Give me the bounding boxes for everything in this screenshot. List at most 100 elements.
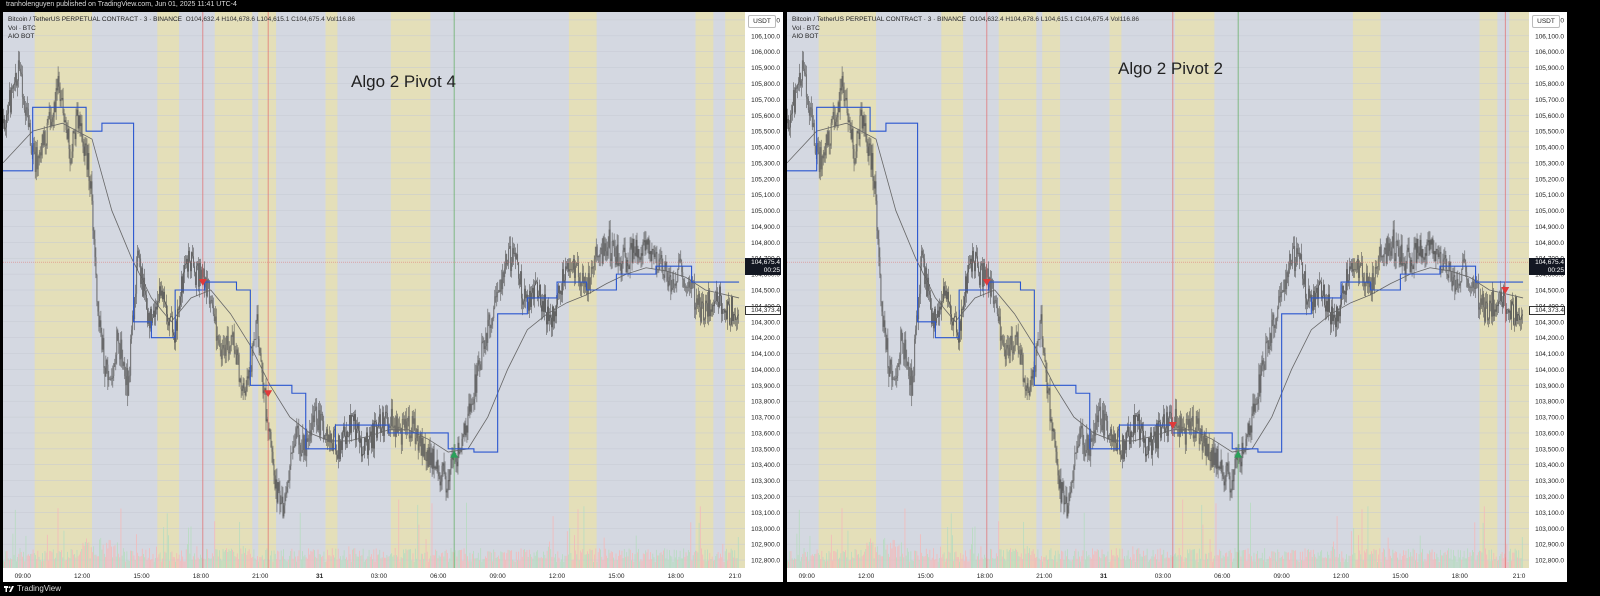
volume-bar: [916, 551, 918, 568]
volume-bar: [356, 556, 358, 568]
candle-body: [887, 338, 889, 368]
symbol-title[interactable]: Bitcoin / TetherUS PERPETUAL CONTRACT · …: [8, 16, 182, 23]
candle-body: [85, 143, 87, 145]
volume-bar: [6, 551, 8, 568]
volume-bar: [74, 554, 76, 568]
volume-bar: [325, 561, 327, 568]
brand-name: TradingView: [17, 584, 62, 593]
bot-indicator-label[interactable]: AIO BOT: [8, 33, 35, 40]
candle-body: [915, 329, 917, 339]
volume-bar: [101, 549, 103, 568]
volume-bar: [130, 550, 131, 568]
candle-body: [332, 443, 334, 451]
volume-bar: [1248, 553, 1250, 568]
volume-bar: [1518, 550, 1520, 568]
volume-bar: [285, 560, 287, 568]
volume-bar: [244, 552, 245, 568]
candle-body: [140, 258, 142, 285]
volume-bar: [1339, 553, 1340, 568]
candle-body: [727, 301, 728, 320]
candle-body: [514, 252, 516, 255]
volume-indicator-label[interactable]: Vol · BTC: [8, 24, 36, 32]
candle-body: [598, 255, 600, 258]
symbol-title[interactable]: Bitcoin / TetherUS PERPETUAL CONTRACT · …: [792, 16, 966, 23]
chart-panel-right[interactable]: 102,800.0 102,900.0 103,000.0 103,100.0 103,…: [787, 12, 1567, 582]
candle-body: [468, 403, 470, 414]
candle-body: [1239, 455, 1241, 462]
candle-body: [1253, 403, 1255, 412]
volume-bar: [363, 561, 365, 568]
volume-bar: [1487, 560, 1489, 568]
volume-bar: [652, 553, 654, 568]
volume-bar: [80, 551, 81, 568]
candle-body: [452, 456, 454, 461]
volume-bar: [798, 509, 800, 568]
candle-body: [539, 284, 540, 296]
volume-bar: [77, 556, 79, 568]
candle-body: [298, 428, 300, 445]
volume-bar: [1163, 549, 1165, 568]
candle-body: [1494, 309, 1496, 317]
volume-indicator-label[interactable]: Vol · BTC: [792, 24, 820, 32]
volume-bar: [883, 539, 884, 568]
legend-right: Bitcoin / TetherUS PERPETUAL CONTRACT · …: [792, 16, 1139, 42]
candle-body: [353, 415, 354, 421]
candle-body: [1379, 246, 1381, 256]
volume-bar: [583, 506, 585, 568]
volume-bar: [97, 556, 99, 568]
currency-button[interactable]: USDT: [1532, 15, 1560, 28]
candle-body: [387, 423, 389, 425]
candle-body: [228, 352, 230, 354]
candle-body: [237, 349, 239, 355]
volume-bar: [1082, 550, 1084, 568]
candle-body: [973, 250, 974, 262]
candle-body: [535, 281, 536, 286]
candle-body: [716, 291, 717, 301]
volume-bar: [906, 548, 908, 568]
volume-bar: [1151, 556, 1153, 568]
volume-bar: [395, 555, 397, 568]
volume-bar: [171, 551, 173, 568]
price-tick-label: 105,100.0: [1535, 192, 1564, 199]
price-chart-left[interactable]: 102,800.0102,900.0103,000.0103,100.0103,…: [3, 12, 783, 582]
candle-body: [996, 305, 998, 315]
volume-bar: [842, 551, 844, 568]
candle-body: [554, 311, 555, 322]
chart-panel-left[interactable]: 102,800.0 102,900.0 103,000.0 103,100.0 103,…: [3, 12, 783, 582]
currency-button[interactable]: USDT: [748, 15, 776, 28]
time-tick-label: 03:00: [1155, 573, 1172, 580]
candle-body: [1090, 438, 1092, 457]
volume-bar: [621, 550, 623, 568]
time-tick-label: 09:00: [799, 573, 816, 580]
candle-body: [212, 305, 214, 315]
volume-bar: [1431, 549, 1433, 568]
candle-body: [1430, 240, 1432, 245]
bot-indicator-label[interactable]: AIO BOT: [792, 33, 819, 40]
volume-bar: [16, 561, 17, 568]
candle-body: [983, 262, 985, 280]
candle-body: [1417, 238, 1419, 253]
candle-body: [871, 153, 873, 170]
volume-bar: [399, 561, 401, 568]
candle-body: [1284, 279, 1286, 292]
price-chart-right[interactable]: 102,800.0102,900.0103,000.0103,100.0103,…: [787, 12, 1567, 582]
candle-body: [6, 113, 8, 115]
volume-bar: [483, 558, 485, 568]
volume-bar: [615, 553, 617, 568]
volume-bar: [194, 553, 195, 568]
candle-body: [1472, 281, 1474, 288]
candle-body: [458, 442, 460, 454]
volume-bar: [347, 560, 349, 568]
volume-bar: [61, 550, 62, 568]
volume-bar: [1309, 551, 1311, 568]
volume-bar: [206, 548, 207, 568]
candle-body: [867, 146, 869, 156]
volume-bar: [1405, 550, 1407, 568]
volume-bar: [169, 561, 171, 568]
candle-body: [155, 306, 156, 317]
candle-body: [171, 316, 172, 317]
candle-body: [1104, 413, 1106, 436]
candle-body: [490, 325, 492, 329]
candle-body: [1091, 438, 1093, 441]
candle-body: [441, 465, 443, 482]
